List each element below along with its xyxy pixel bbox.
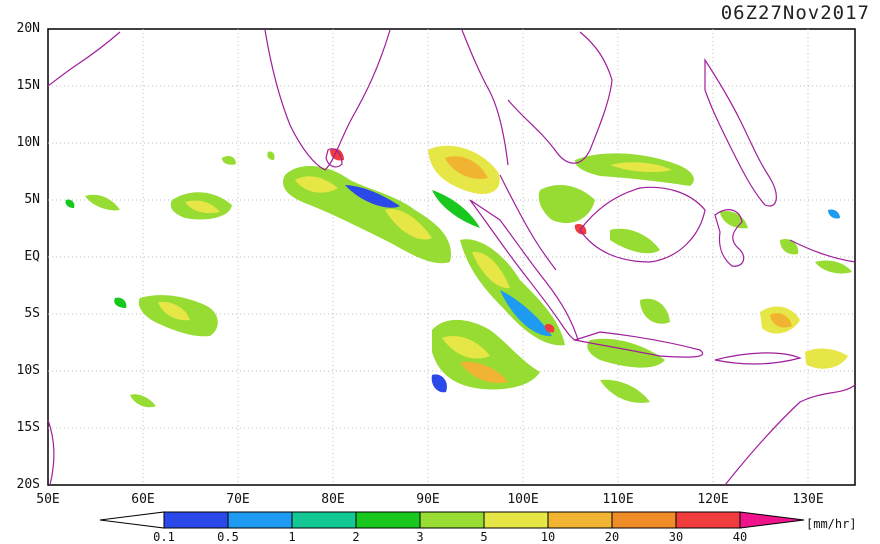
colorbar-segment: [547, 511, 613, 529]
rain-area: [158, 301, 190, 321]
coastline-sumatra: [469, 199, 579, 341]
rain-area: [85, 194, 120, 211]
rain-area: [130, 394, 156, 408]
map-plot-area: [47, 28, 856, 486]
rain-area: [640, 298, 670, 324]
rain-area: [460, 361, 508, 384]
rain-area: [610, 228, 660, 254]
lon-label: 110E: [602, 492, 634, 507]
coastline-sri-lanka: [325, 148, 343, 168]
rain-area: [500, 290, 552, 337]
colorbar-segment: [291, 511, 357, 529]
colorbar-label: 2: [352, 530, 360, 544]
lon-label: 130E: [792, 492, 824, 507]
lon-label: 120E: [697, 492, 729, 507]
rain-area: [222, 156, 236, 165]
coastline-borneo: [579, 186, 706, 263]
colorbar-segment: [675, 511, 741, 529]
colorbar-units: [mm/hr]: [806, 517, 857, 531]
rain-area: [780, 238, 799, 255]
coastlines: [47, 29, 856, 486]
lat-label: 15N: [16, 78, 40, 93]
lon-label: 100E: [507, 492, 539, 507]
coastline-arabia: [47, 31, 121, 87]
lat-label: 15S: [16, 420, 40, 435]
rain-area: [720, 210, 748, 229]
colorbar-label: 30: [668, 530, 684, 544]
rain-area: [267, 151, 275, 160]
lat-label: EQ: [24, 249, 40, 264]
colorbar-segment: [419, 511, 485, 529]
colorbar-segment: [611, 511, 677, 529]
colorbar-lower-arrow: [99, 511, 165, 529]
rain-area: [442, 336, 490, 359]
rain-area: [610, 162, 672, 173]
colorbar-label: 10: [540, 530, 556, 544]
rain-area: [770, 313, 792, 328]
coastline-philippines: [704, 57, 777, 207]
map-title: 06Z27Nov2017: [720, 2, 870, 24]
rain-area: [544, 323, 555, 333]
map-gridlines: [48, 29, 855, 485]
lat-label: 5N: [24, 192, 40, 207]
rain-area: [805, 348, 848, 369]
colorbar-segment: [163, 511, 229, 529]
colorbar: [99, 511, 805, 529]
coastline-new-guinea: [789, 239, 856, 263]
colorbar-label: 3: [416, 530, 424, 544]
rain-area: [472, 251, 510, 289]
lat-label: 10S: [16, 363, 40, 378]
precipitation-field: [65, 145, 852, 408]
rain-area: [828, 209, 840, 219]
rain-area: [538, 185, 595, 224]
colorbar-segment: [355, 511, 421, 529]
lat-label: 5S: [24, 306, 40, 321]
coastline-madagascar: [47, 419, 55, 486]
colorbar-label: 5: [480, 530, 488, 544]
rain-area: [65, 199, 75, 208]
rain-area: [445, 156, 488, 179]
rain-area: [114, 297, 127, 308]
colorbar-label: 20: [604, 530, 620, 544]
rain-area: [295, 176, 338, 193]
lon-label: 70E: [226, 492, 250, 507]
lon-label: 50E: [36, 492, 60, 507]
colorbar-segment: [227, 511, 293, 529]
colorbar-label: 1: [288, 530, 296, 544]
rain-area: [431, 374, 447, 393]
coastline-myanmar: [461, 29, 509, 166]
coastline-java: [572, 331, 703, 358]
lon-label: 60E: [131, 492, 155, 507]
colorbar-label: 0.5: [217, 530, 239, 544]
lon-label: 80E: [321, 492, 345, 507]
rain-area: [432, 190, 480, 228]
colorbar-upper-arrow: [739, 511, 805, 529]
lat-label: 20S: [16, 477, 40, 492]
coastline-india: [264, 29, 391, 171]
colorbar-label: 0.1: [153, 530, 175, 544]
colorbar-label: 40: [732, 530, 748, 544]
rain-area: [185, 200, 220, 214]
rain-area: [815, 260, 852, 274]
coastline-sulawesi: [714, 209, 745, 267]
rain-area: [345, 185, 400, 208]
lat-label: 20N: [16, 21, 40, 36]
coastline-australia: [724, 384, 856, 486]
rain-area: [385, 209, 432, 240]
colorbar-segment: [483, 511, 549, 529]
coastline-malay: [499, 174, 557, 271]
lon-label: 90E: [416, 492, 440, 507]
coastline-timor: [714, 352, 802, 365]
coastline-indochina: [507, 31, 613, 164]
rain-area: [600, 379, 650, 403]
lat-label: 10N: [16, 135, 40, 150]
